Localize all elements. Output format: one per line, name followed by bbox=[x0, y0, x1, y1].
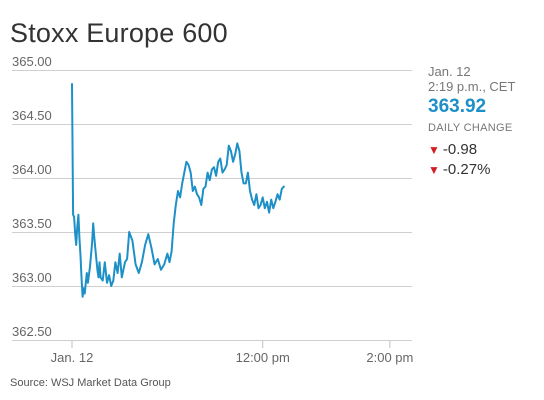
change-absolute-value: -0.98 bbox=[442, 141, 478, 158]
change-percent: ▼ -0.27% bbox=[428, 160, 540, 180]
quote-value: 363.92 bbox=[428, 96, 487, 117]
down-arrow-icon: ▼ bbox=[428, 163, 440, 177]
series-line bbox=[71, 83, 285, 298]
y-tick-label: 364.50 bbox=[12, 108, 52, 123]
y-tick-label: 362.50 bbox=[12, 324, 52, 339]
daily-change-label: DAILY CHANGE bbox=[428, 122, 513, 134]
quote-panel: Jan. 12 2:19 p.m., CET 363.92 DAILY CHAN… bbox=[428, 64, 540, 180]
quote-time: 2:19 p.m., CET bbox=[428, 79, 516, 94]
y-tick-label: 363.00 bbox=[12, 270, 52, 285]
x-axis-ticks: Jan. 12 12:00 pm 2:00 pm bbox=[51, 341, 413, 365]
chart-title: Stoxx Europe 600 bbox=[10, 18, 228, 48]
y-tick-label: 363.50 bbox=[12, 216, 52, 231]
y-axis-ticks: 365.00 364.50 364.00 363.50 363.00 362.50 bbox=[12, 54, 52, 339]
source-note: Source: WSJ Market Data Group bbox=[10, 377, 171, 389]
y-tick-label: 365.00 bbox=[12, 54, 52, 69]
x-tick-label: 12:00 pm bbox=[236, 350, 290, 365]
quote-date: Jan. 12 bbox=[428, 64, 471, 79]
y-tick-label: 364.00 bbox=[12, 162, 52, 177]
change-percent-value: -0.27% bbox=[442, 161, 491, 178]
change-absolute: ▼ -0.98 bbox=[428, 140, 540, 160]
x-tick-label: 2:00 pm bbox=[366, 350, 413, 365]
down-arrow-icon: ▼ bbox=[428, 143, 440, 157]
x-tick-label: Jan. 12 bbox=[51, 350, 94, 365]
series-layer bbox=[71, 83, 285, 298]
